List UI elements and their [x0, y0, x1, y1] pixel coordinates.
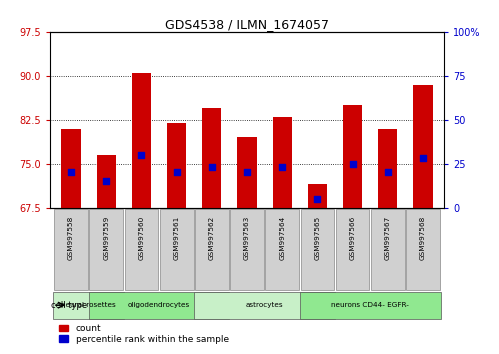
FancyBboxPatch shape	[54, 209, 88, 290]
Text: GSM997566: GSM997566	[350, 216, 356, 260]
Point	[313, 196, 321, 202]
Text: GSM997562: GSM997562	[209, 216, 215, 260]
Text: GSM997564: GSM997564	[279, 216, 285, 260]
FancyBboxPatch shape	[160, 209, 194, 290]
Bar	[167, 123, 186, 208]
Text: GSM997560: GSM997560	[138, 216, 144, 260]
Bar	[61, 129, 81, 208]
Bar	[343, 105, 362, 208]
FancyBboxPatch shape	[125, 209, 158, 290]
FancyBboxPatch shape	[53, 292, 124, 319]
Point	[278, 164, 286, 170]
FancyBboxPatch shape	[406, 209, 440, 290]
Point	[384, 170, 392, 175]
Text: GSM997563: GSM997563	[244, 216, 250, 260]
Point	[173, 170, 181, 175]
Text: cell type: cell type	[50, 301, 87, 310]
Text: neural rosettes: neural rosettes	[61, 302, 116, 308]
Point	[208, 164, 216, 170]
Text: GSM997565: GSM997565	[314, 216, 320, 260]
FancyBboxPatch shape	[371, 209, 405, 290]
FancyBboxPatch shape	[336, 209, 369, 290]
FancyBboxPatch shape	[265, 209, 299, 290]
Point	[102, 178, 110, 184]
Bar	[308, 184, 327, 208]
Point	[419, 156, 427, 161]
Text: oligodendrocytes: oligodendrocytes	[128, 302, 190, 308]
FancyBboxPatch shape	[89, 209, 123, 290]
FancyBboxPatch shape	[89, 292, 230, 319]
FancyBboxPatch shape	[194, 292, 335, 319]
Bar	[238, 137, 256, 208]
Bar	[202, 108, 222, 208]
Bar	[132, 73, 151, 208]
FancyBboxPatch shape	[300, 209, 334, 290]
FancyBboxPatch shape	[195, 209, 229, 290]
Bar	[96, 155, 116, 208]
FancyBboxPatch shape	[300, 292, 441, 319]
Point	[67, 170, 75, 175]
Text: GSM997558: GSM997558	[68, 216, 74, 260]
Text: neurons CD44- EGFR-: neurons CD44- EGFR-	[331, 302, 409, 308]
Text: astrocytes: astrocytes	[246, 302, 283, 308]
Point	[349, 161, 357, 166]
Point	[137, 152, 145, 158]
Text: GSM997561: GSM997561	[174, 216, 180, 260]
Title: GDS4538 / ILMN_1674057: GDS4538 / ILMN_1674057	[165, 18, 329, 31]
Legend: count, percentile rank within the sample: count, percentile rank within the sample	[58, 323, 230, 345]
Point	[243, 170, 251, 175]
Bar	[272, 117, 292, 208]
Bar	[413, 85, 433, 208]
FancyBboxPatch shape	[230, 209, 264, 290]
Text: GSM997567: GSM997567	[385, 216, 391, 260]
Text: GSM997568: GSM997568	[420, 216, 426, 260]
Bar	[378, 129, 398, 208]
Text: GSM997559: GSM997559	[103, 216, 109, 260]
